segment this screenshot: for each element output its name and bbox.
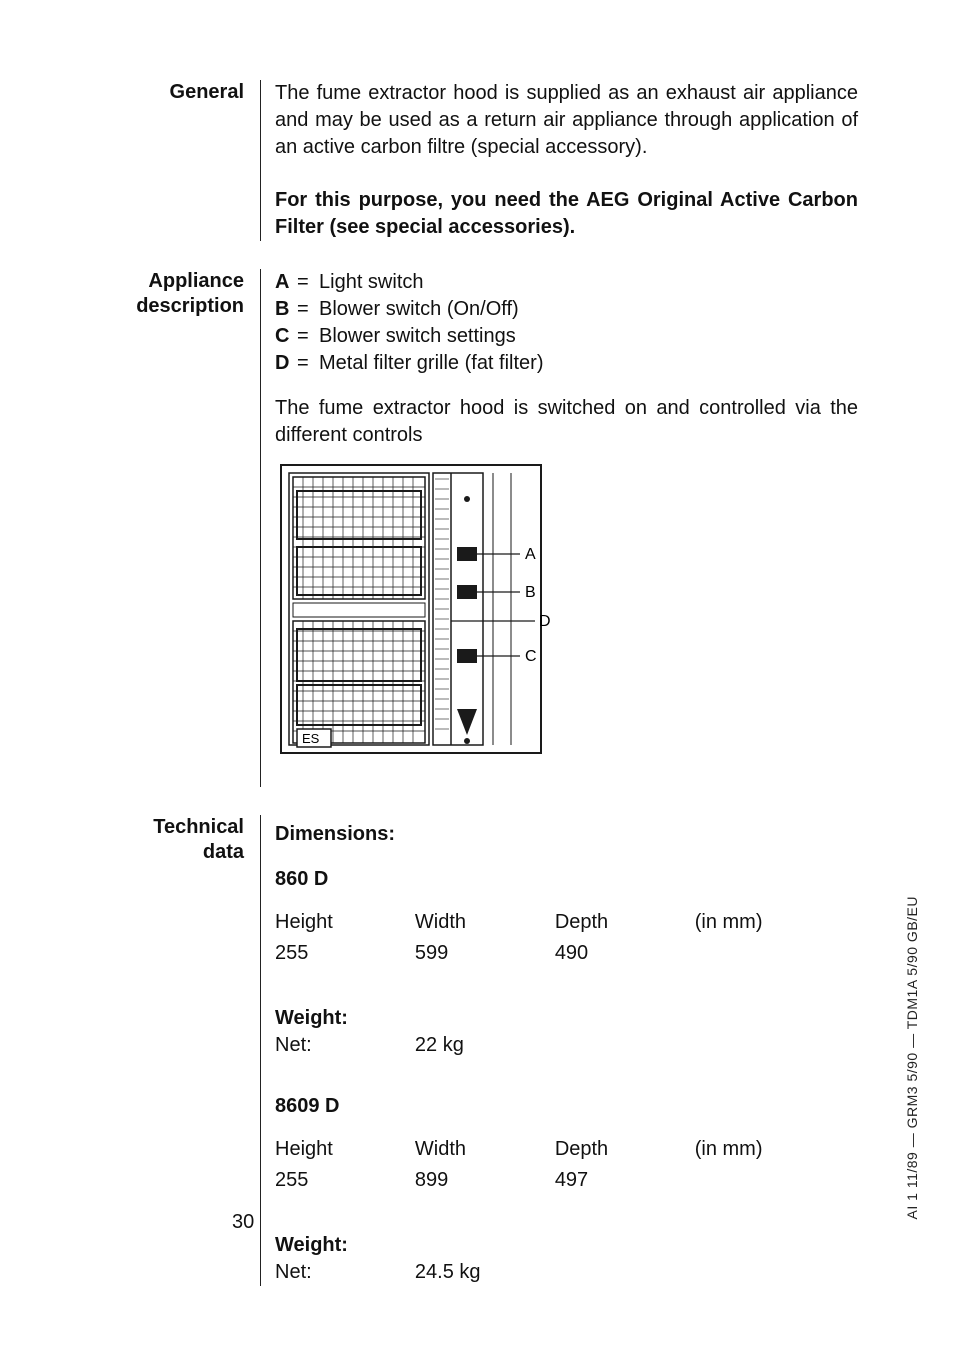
page-number: 30 (232, 1211, 254, 1234)
val-height-860d: 255 (275, 940, 415, 967)
val-depth-8609d: 497 (555, 1167, 695, 1194)
section-body-technical: Dimensions: 860 D Height Width Depth (in… (275, 815, 864, 1286)
technical-heading-line2: data (203, 841, 244, 863)
weight-row-860d: Net: 22 kg (275, 1032, 858, 1059)
label-width: Width (415, 909, 555, 936)
section-divider (260, 80, 261, 241)
equals-sign: = (297, 269, 319, 296)
equals-sign: = (297, 296, 319, 323)
appliance-diagram: ES (275, 459, 858, 759)
model-860d-name: 860 D (275, 866, 858, 893)
print-reference: AI 1 11/89 — GRM3 5/90 — TDM1A 5/90 GB/E… (904, 896, 920, 1219)
dimensions-heading: Dimensions: (275, 821, 858, 848)
appliance-heading-line2: description (136, 295, 244, 317)
label-depth: Depth (555, 909, 695, 936)
control-text: Blower switch (On/Off) (319, 296, 519, 323)
controls-legend: A = Light switch B = Blower switch (On/O… (275, 269, 858, 377)
unit-note: (in mm) (695, 909, 858, 936)
model-8609d-name: 8609 D (275, 1093, 858, 1120)
section-heading-appliance: Appliance description (110, 269, 260, 787)
label-height-2: Height (275, 1136, 415, 1163)
control-letter: B (275, 296, 297, 323)
diagram-label-a: A (525, 546, 536, 563)
section-body-appliance: A = Light switch B = Blower switch (On/O… (275, 269, 864, 787)
dim-values-8609d: 255 899 497 (275, 1167, 858, 1194)
weight-heading-860d: Weight: (275, 1005, 858, 1032)
weight-value-8609d: 24.5 kg (415, 1259, 858, 1286)
diagram-label-es: ES (302, 731, 320, 746)
technical-heading-line1: Technical (153, 816, 244, 838)
dim-labels-row: Height Width Depth (in mm) (275, 909, 858, 936)
hood-diagram-svg: ES (275, 459, 575, 759)
grille-top (293, 477, 425, 599)
general-paragraph-1: The fume extractor hood is supplied as a… (275, 80, 858, 161)
control-item-a: A = Light switch (275, 269, 858, 296)
weight-heading-8609d: Weight: (275, 1232, 858, 1259)
control-letter: C (275, 323, 297, 350)
val-height-8609d: 255 (275, 1167, 415, 1194)
control-text: Light switch (319, 269, 424, 296)
section-appliance: Appliance description A = Light switch B… (110, 269, 864, 787)
equals-sign: = (297, 323, 319, 350)
label-width-2: Width (415, 1136, 555, 1163)
control-letter: A (275, 269, 297, 296)
section-general: General The fume extractor hood is suppl… (110, 80, 864, 241)
manual-page: General The fume extractor hood is suppl… (0, 0, 954, 1349)
section-body-general: The fume extractor hood is supplied as a… (275, 80, 864, 241)
dim-labels-row-2: Height Width Depth (in mm) (275, 1136, 858, 1163)
weight-label-8609d: Net: (275, 1259, 415, 1286)
weight-label-860d: Net: (275, 1032, 415, 1059)
diagram-label-c: C (525, 648, 537, 665)
control-text: Metal filter grille (fat filter) (319, 350, 544, 377)
general-paragraph-2: For this purpose, you need the AEG Origi… (275, 187, 858, 241)
control-text: Blower switch settings (319, 323, 516, 350)
grille-bottom (293, 621, 425, 743)
unit-note-2: (in mm) (695, 1136, 858, 1163)
control-item-c: C = Blower switch settings (275, 323, 858, 350)
appliance-heading-line1: Appliance (148, 270, 244, 292)
label-height: Height (275, 909, 415, 936)
control-letter: D (275, 350, 297, 377)
val-width-8609d: 899 (415, 1167, 555, 1194)
val-depth-860d: 490 (555, 940, 695, 967)
diagram-label-d: D (539, 613, 551, 630)
section-divider (260, 269, 261, 787)
weight-row-8609d: Net: 24.5 kg (275, 1259, 858, 1286)
section-heading-general: General (110, 80, 260, 241)
dim-values-860d: 255 599 490 (275, 940, 858, 967)
section-technical: Technical data Dimensions: 860 D Height … (110, 815, 864, 1286)
appliance-paragraph: The fume extractor hood is switched on a… (275, 395, 858, 449)
label-depth-2: Depth (555, 1136, 695, 1163)
equals-sign: = (297, 350, 319, 377)
diagram-label-b: B (525, 584, 536, 601)
control-item-b: B = Blower switch (On/Off) (275, 296, 858, 323)
control-item-d: D = Metal filter grille (fat filter) (275, 350, 858, 377)
weight-value-860d: 22 kg (415, 1032, 858, 1059)
val-width-860d: 599 (415, 940, 555, 967)
section-divider (260, 815, 261, 1286)
